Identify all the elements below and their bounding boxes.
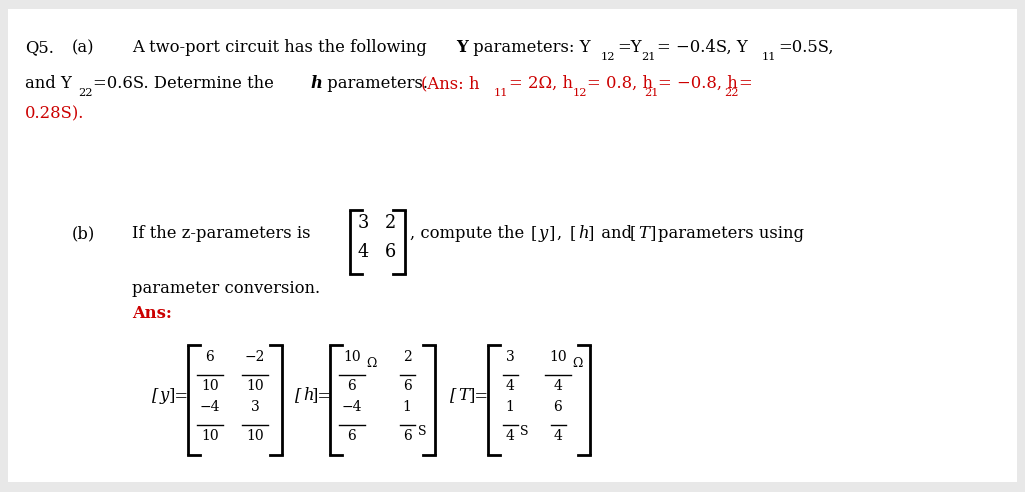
Text: 3: 3: [358, 214, 369, 232]
Text: ]=: ]=: [469, 387, 489, 404]
Text: and: and: [596, 225, 638, 242]
Text: 4: 4: [554, 379, 563, 393]
Text: [: [: [450, 387, 456, 404]
Text: 4: 4: [505, 379, 515, 393]
Text: 2: 2: [385, 214, 397, 232]
Text: −4: −4: [200, 400, 220, 414]
Text: 22: 22: [724, 88, 738, 98]
Text: ]: ]: [588, 225, 594, 242]
Text: and Y: and Y: [25, 75, 72, 92]
Text: −4: −4: [341, 400, 362, 414]
Text: 10: 10: [246, 379, 263, 393]
Text: Ans:: Ans:: [132, 305, 172, 322]
Text: , compute the: , compute the: [410, 225, 530, 242]
Text: S: S: [520, 425, 529, 438]
Text: 0.28S).: 0.28S).: [25, 105, 84, 122]
Text: Y: Y: [456, 39, 467, 56]
Text: 6: 6: [403, 429, 411, 443]
Text: [: [: [152, 387, 159, 404]
Text: 6: 6: [385, 243, 397, 261]
Text: parameter conversion.: parameter conversion.: [132, 280, 320, 297]
Text: 10: 10: [201, 429, 218, 443]
Text: [: [: [570, 225, 576, 242]
Text: 10: 10: [549, 350, 567, 364]
Text: = 0.8, h: = 0.8, h: [587, 75, 653, 92]
Text: If the z-parameters is: If the z-parameters is: [132, 225, 311, 242]
Text: y: y: [160, 387, 169, 404]
Text: parameters using: parameters using: [658, 225, 804, 242]
Text: 21: 21: [644, 88, 658, 98]
Text: 3: 3: [251, 400, 259, 414]
Text: Ω: Ω: [572, 357, 582, 370]
Text: [: [: [295, 387, 301, 404]
Text: 10: 10: [343, 350, 361, 364]
Text: S: S: [418, 425, 426, 438]
Text: 6: 6: [206, 350, 214, 364]
Text: ]=: ]=: [169, 387, 190, 404]
Text: (b): (b): [72, 225, 95, 242]
Text: T: T: [458, 387, 468, 404]
Text: [: [: [630, 225, 637, 242]
Text: 3: 3: [505, 350, 515, 364]
Text: (a): (a): [72, 39, 94, 56]
Text: [: [: [531, 225, 537, 242]
Text: ]: ]: [650, 225, 656, 242]
Text: y: y: [539, 225, 548, 242]
Text: 6: 6: [554, 400, 563, 414]
Text: 6: 6: [347, 379, 357, 393]
Text: 10: 10: [201, 379, 218, 393]
Text: ]: ]: [549, 225, 556, 242]
Text: 1: 1: [505, 400, 515, 414]
Text: 6: 6: [403, 379, 411, 393]
Text: Q5.: Q5.: [25, 39, 54, 56]
Text: 10: 10: [246, 429, 263, 443]
Text: 2: 2: [403, 350, 411, 364]
Text: 12: 12: [601, 52, 615, 62]
Text: (Ans: h: (Ans: h: [421, 75, 480, 92]
Text: 11: 11: [762, 52, 777, 62]
Text: parameters: Y: parameters: Y: [468, 39, 590, 56]
Text: = −0.4S, Y: = −0.4S, Y: [657, 39, 748, 56]
Text: =: =: [738, 75, 751, 92]
Text: = 2Ω, h: = 2Ω, h: [509, 75, 573, 92]
Text: h: h: [578, 225, 588, 242]
Text: T: T: [638, 225, 649, 242]
Text: h: h: [303, 387, 314, 404]
Text: ]=: ]=: [312, 387, 332, 404]
Text: 21: 21: [641, 52, 656, 62]
Text: ,: ,: [557, 225, 568, 242]
Text: −2: −2: [245, 350, 265, 364]
Text: = −0.8, h: = −0.8, h: [658, 75, 738, 92]
Text: parameters.: parameters.: [322, 75, 434, 92]
Text: =Y: =Y: [617, 39, 642, 56]
Text: 4: 4: [358, 243, 369, 261]
Text: 1: 1: [403, 400, 411, 414]
Text: Ω: Ω: [366, 357, 376, 370]
Text: =0.5S,: =0.5S,: [778, 39, 833, 56]
Text: 11: 11: [494, 88, 508, 98]
Text: 4: 4: [505, 429, 515, 443]
Text: =0.6S. Determine the: =0.6S. Determine the: [93, 75, 279, 92]
Text: 12: 12: [573, 88, 587, 98]
Text: 22: 22: [78, 88, 92, 98]
Text: h: h: [310, 75, 322, 92]
Text: 4: 4: [554, 429, 563, 443]
FancyBboxPatch shape: [8, 9, 1017, 482]
Text: 6: 6: [347, 429, 357, 443]
Text: A two-port circuit has the following: A two-port circuit has the following: [132, 39, 432, 56]
